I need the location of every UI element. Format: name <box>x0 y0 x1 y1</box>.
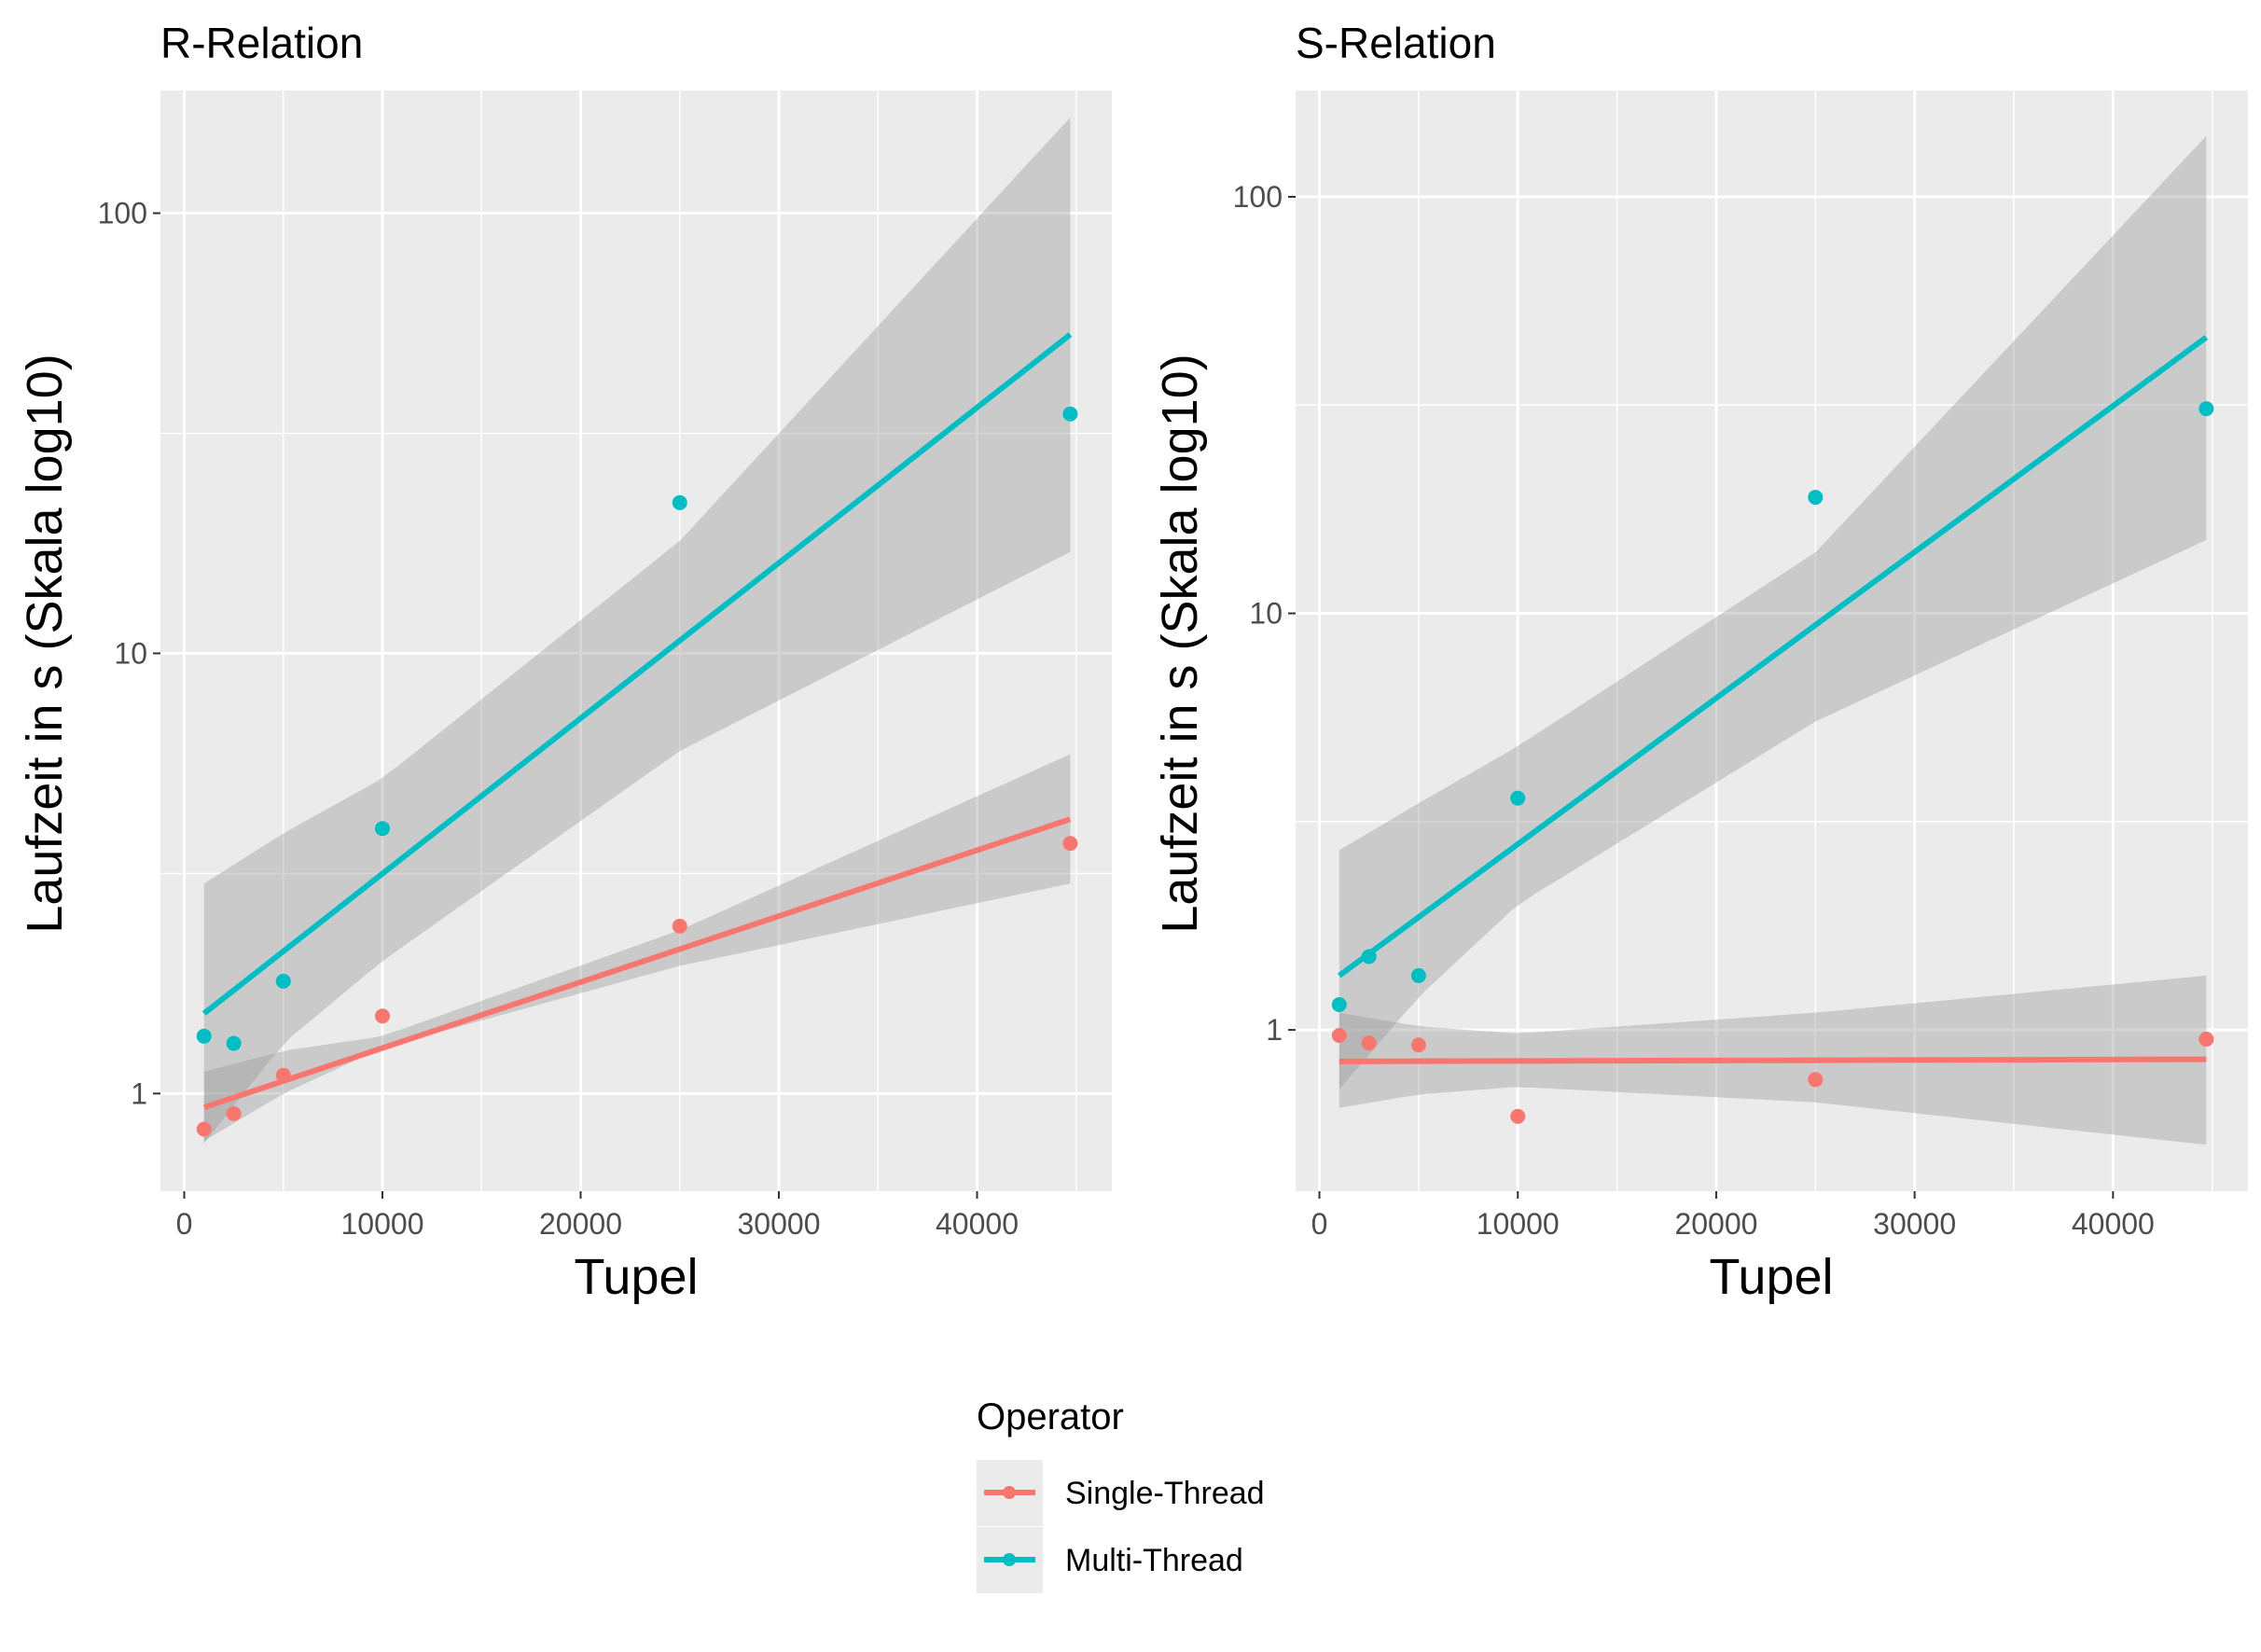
fit-lines <box>201 332 1073 1111</box>
legend-dot-icon <box>1003 1486 1016 1499</box>
x-tick-label: 0 <box>1311 1207 1328 1241</box>
data-point <box>375 1008 390 1024</box>
y-axis-title: Laufzeit in s (Skala log10) <box>17 354 73 933</box>
plot-background <box>1296 90 2248 1191</box>
legend: Operator Single-Thread Multi-Thread <box>977 1396 1265 1593</box>
confidence-band <box>203 117 1071 1144</box>
data-point <box>1510 790 1526 806</box>
data-point <box>226 1105 242 1121</box>
panel-title: S-Relation <box>1296 19 1496 67</box>
x-tick-label: 30000 <box>1873 1207 1956 1241</box>
legend-dot-icon <box>1003 1553 1016 1566</box>
data-point <box>2199 1032 2214 1048</box>
legend-item-single-thread: Single-Thread <box>977 1460 1265 1526</box>
data-point <box>672 494 687 510</box>
x-tick-label: 30000 <box>738 1207 821 1241</box>
legend-label: Single-Thread <box>1065 1476 1265 1511</box>
data-point <box>1410 1037 1426 1053</box>
fit-lines <box>1338 335 2209 1064</box>
data-point <box>2199 401 2214 417</box>
fit-line <box>201 332 1073 1016</box>
plot-background <box>160 90 1112 1191</box>
data-point <box>275 973 291 989</box>
y-tick-label: 1 <box>131 1076 147 1110</box>
data-point <box>1808 1072 1824 1088</box>
y-tick-label: 1 <box>1266 1013 1283 1047</box>
panel-r-relation: R-Relation 0 10000 20000 30000 40000 110100 … <box>17 19 1112 1305</box>
panel-title: R-Relation <box>160 19 363 67</box>
confidence-band <box>203 754 1071 1142</box>
data-point <box>672 918 687 934</box>
fit-line <box>1339 1056 2207 1064</box>
x-tick-label: 20000 <box>1674 1207 1757 1241</box>
fit-line <box>1338 335 2209 979</box>
x-axis-title: Tupel <box>574 1249 698 1305</box>
y-tick-label: 100 <box>1233 180 1283 214</box>
x-tick-label: 10000 <box>1477 1207 1560 1241</box>
legend-label: Multi-Thread <box>1065 1543 1243 1578</box>
data-point <box>196 1028 212 1044</box>
data-point <box>1331 996 1347 1012</box>
x-tick-label: 10000 <box>341 1207 424 1241</box>
confidence-bands <box>203 117 1071 1144</box>
y-tick-label: 10 <box>114 636 147 670</box>
data-point <box>196 1121 212 1137</box>
y-axis-title: Laufzeit in s (Skala log10) <box>1152 354 1208 933</box>
data-points <box>1331 401 2214 1124</box>
y-ticks: 1 10 100 <box>1233 180 1296 1047</box>
y-tick-label: 100 <box>98 197 147 230</box>
x-tick-label: 40000 <box>936 1207 1019 1241</box>
grid <box>1296 90 2248 1191</box>
legend-title: Operator <box>977 1396 1124 1437</box>
x-tick-label: 20000 <box>539 1207 622 1241</box>
data-point <box>1410 967 1426 983</box>
x-ticks: 0 10000 20000 30000 40000 <box>1311 1191 2155 1241</box>
legend-item-multi-thread: Multi-Thread <box>977 1527 1243 1593</box>
data-point <box>1331 1027 1347 1043</box>
y-ticks: 1 10 100 <box>98 197 160 1110</box>
data-point <box>226 1035 242 1051</box>
data-point <box>1510 1108 1526 1124</box>
data-point <box>1062 836 1078 852</box>
grid <box>160 90 1112 1191</box>
confidence-band <box>1339 135 2207 1090</box>
fit-line <box>202 816 1072 1111</box>
y-tick-label: 10 <box>1249 597 1283 631</box>
data-points <box>196 406 1078 1137</box>
x-axis-title: Tupel <box>1709 1249 1833 1305</box>
data-point <box>275 1067 291 1083</box>
data-point <box>1361 949 1377 965</box>
x-tick-label: 0 <box>176 1207 193 1241</box>
data-point <box>1808 490 1824 506</box>
data-point <box>375 821 390 837</box>
data-point <box>1361 1035 1377 1051</box>
x-tick-label: 40000 <box>2072 1207 2155 1241</box>
x-ticks: 0 10000 20000 30000 40000 <box>176 1191 1019 1241</box>
data-point <box>1062 406 1078 422</box>
panel-s-relation: S-Relation 0 10000 20000 30000 40000 110100 … <box>1152 19 2248 1305</box>
